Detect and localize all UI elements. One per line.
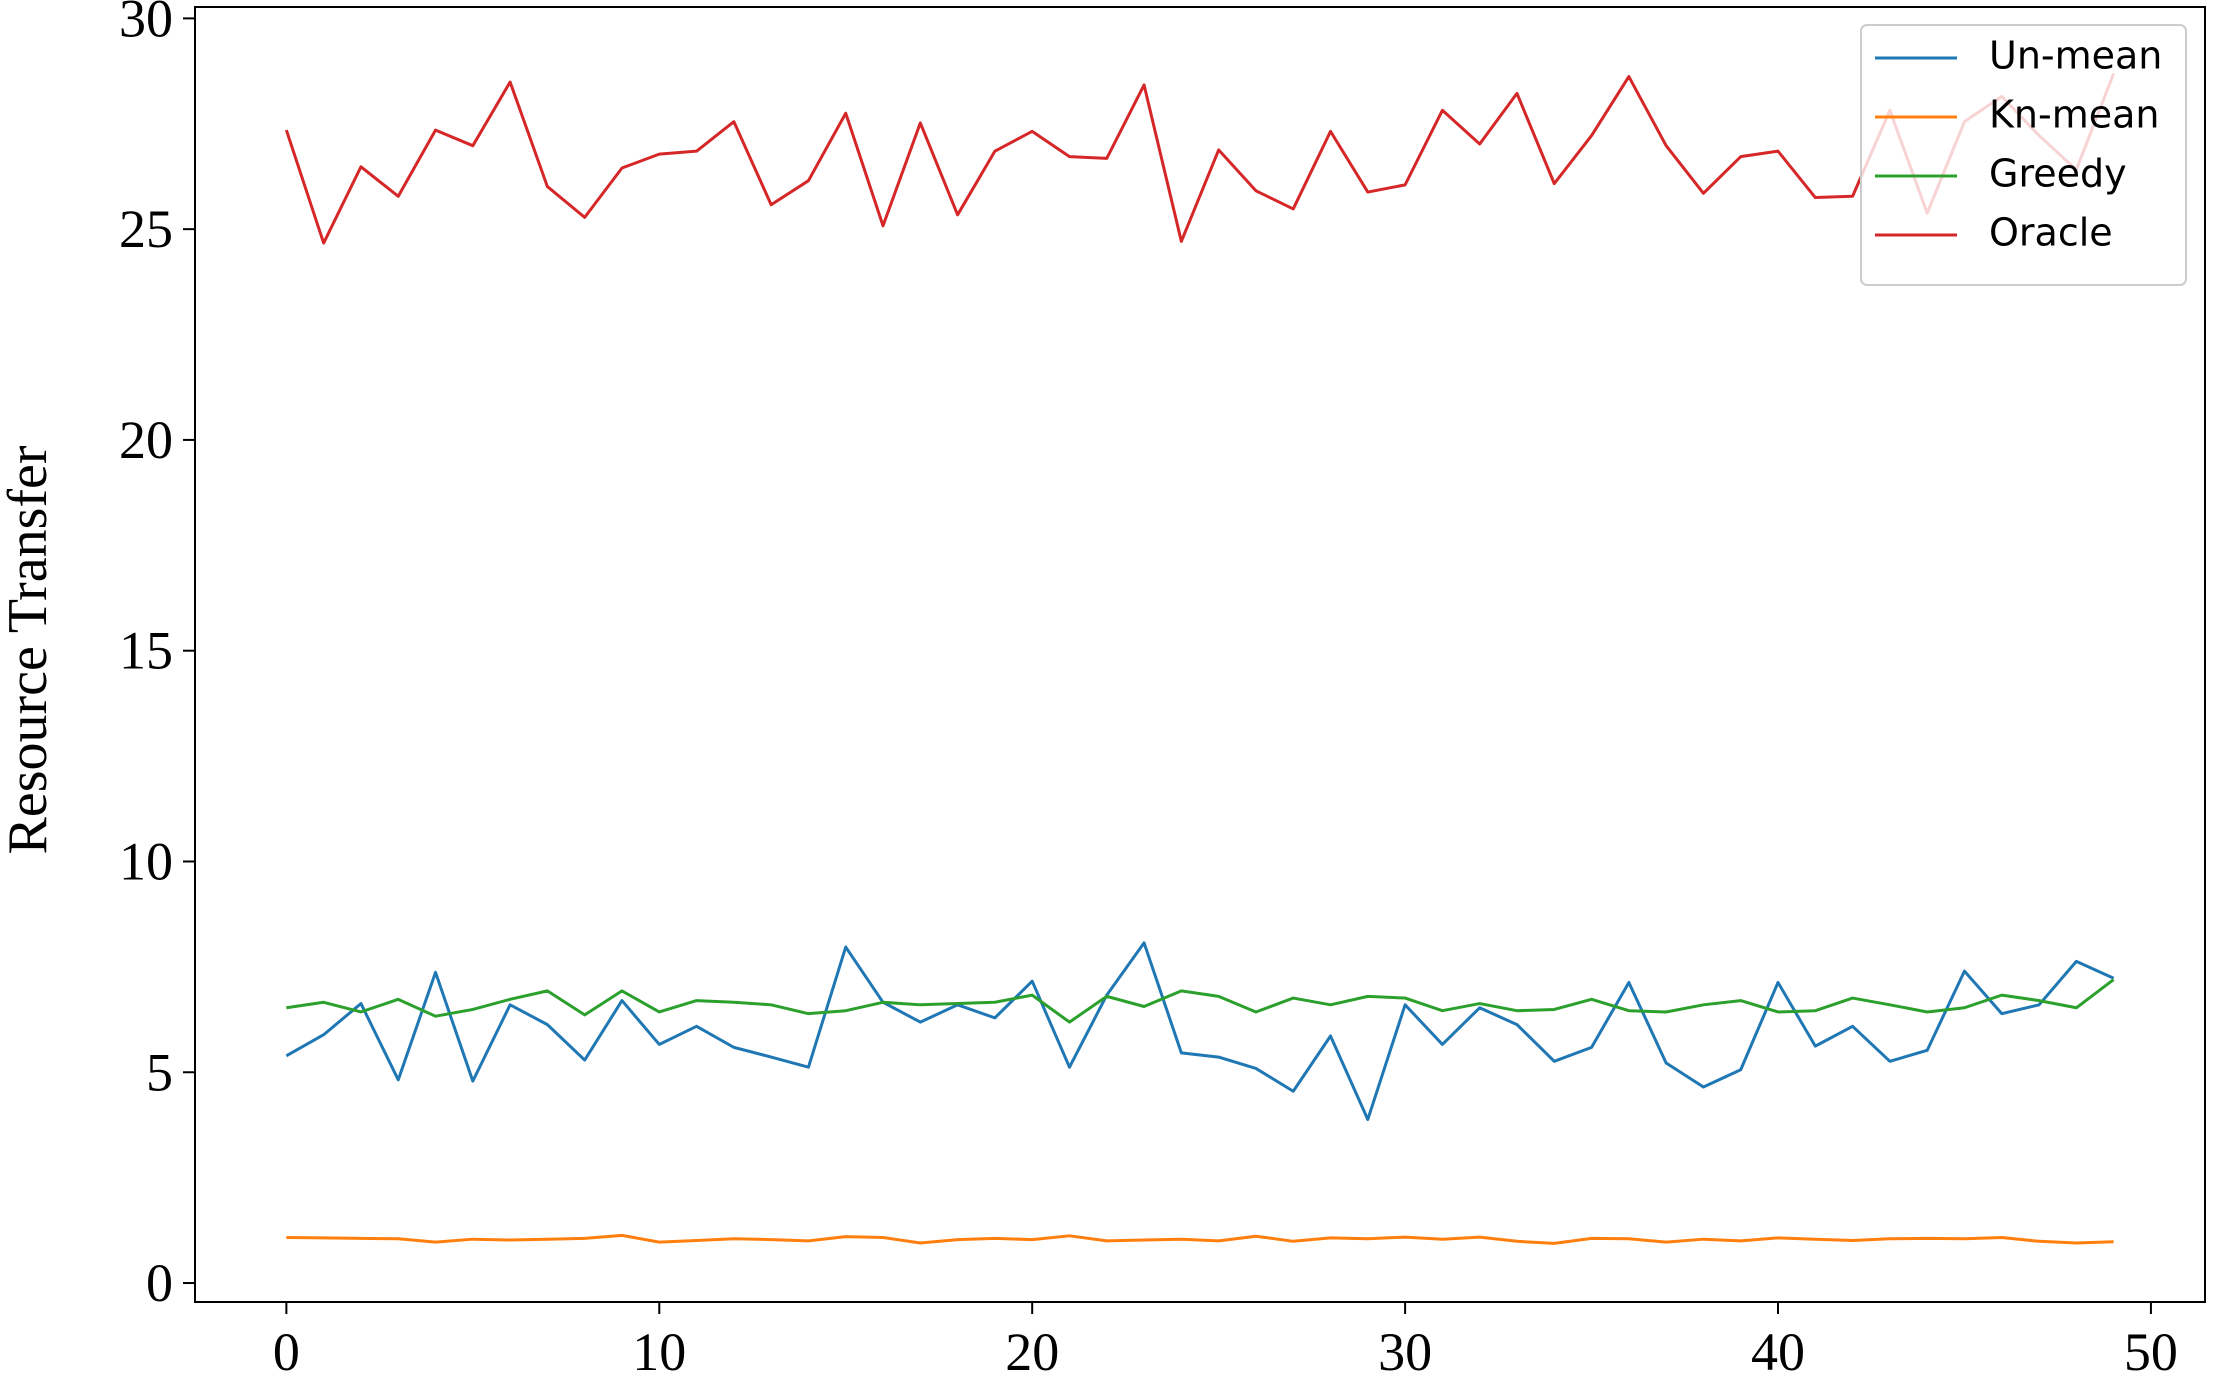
legend-label: Un-mean <box>1989 34 2162 78</box>
x-tick-label: 40 <box>1751 1322 1805 1382</box>
x-tick-label: 20 <box>1005 1322 1059 1382</box>
y-axis-label: Resource Transfer <box>0 445 59 854</box>
y-tick-label: 30 <box>119 0 173 48</box>
x-tick-label: 50 <box>2124 1322 2178 1382</box>
legend-label: Kn-mean <box>1989 93 2159 137</box>
y-tick-label: 5 <box>146 1042 173 1102</box>
x-tick-label: 0 <box>273 1322 300 1382</box>
legend-label: Greedy <box>1989 152 2127 196</box>
series-line <box>285 941 2115 1121</box>
series-line <box>284 73 2116 245</box>
legend-label: Oracle <box>1989 211 2113 255</box>
legend: Un-mean Kn-mean Greedy Oracle <box>1860 24 2187 286</box>
y-tick-label: 25 <box>119 199 173 259</box>
series-line <box>286 978 2115 1024</box>
y-tick-label: 0 <box>146 1253 173 1313</box>
y-tick-label: 10 <box>119 831 173 891</box>
legend-box <box>1860 24 2187 286</box>
series-line <box>286 1233 2114 1245</box>
x-tick-label: 30 <box>1378 1322 1432 1382</box>
y-tick-label: 15 <box>119 621 173 681</box>
y-tick-label: 20 <box>119 410 173 470</box>
x-tick-label: 10 <box>632 1322 686 1382</box>
plot-frame <box>194 6 2206 1303</box>
